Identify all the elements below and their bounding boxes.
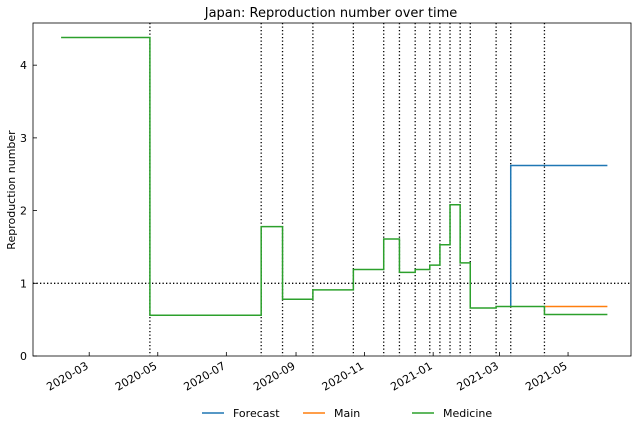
series-line-medicine bbox=[61, 36, 608, 317]
legend-label-main: Main bbox=[334, 407, 360, 420]
y-tick-label: 2 bbox=[20, 205, 27, 218]
legend-label-forecast: Forecast bbox=[233, 407, 280, 420]
y-tick-label: 0 bbox=[20, 350, 27, 363]
series-line-forecast bbox=[509, 164, 608, 307]
x-tick-label: 2020-09 bbox=[251, 359, 297, 393]
legend: Forecast Main Medicine bbox=[202, 407, 492, 420]
x-tick-label: 2021-05 bbox=[523, 359, 569, 393]
legend-label-medicine: Medicine bbox=[443, 407, 492, 420]
x-tick-label: 2020-05 bbox=[113, 359, 159, 393]
x-tick-label: 2020-11 bbox=[320, 359, 366, 393]
plot-area: 0 1 2 3 4 2020-03 2020-05 2020-07 2020-09 2020-11… bbox=[20, 22, 632, 394]
y-tick-label: 3 bbox=[20, 132, 27, 145]
x-tick-label: 2021-01 bbox=[388, 359, 434, 393]
x-tick-label: 2020-03 bbox=[44, 359, 90, 393]
x-tick-label: 2021-03 bbox=[455, 359, 501, 393]
x-tick-label: 2020-07 bbox=[182, 359, 228, 393]
y-tick-label: 1 bbox=[20, 277, 27, 290]
y-tick-label: 4 bbox=[20, 59, 27, 72]
y-axis-label: Reproduction number bbox=[5, 130, 18, 250]
plot-frame bbox=[32, 22, 632, 357]
chart-title: Japan: Reproduction number over time bbox=[204, 6, 458, 21]
